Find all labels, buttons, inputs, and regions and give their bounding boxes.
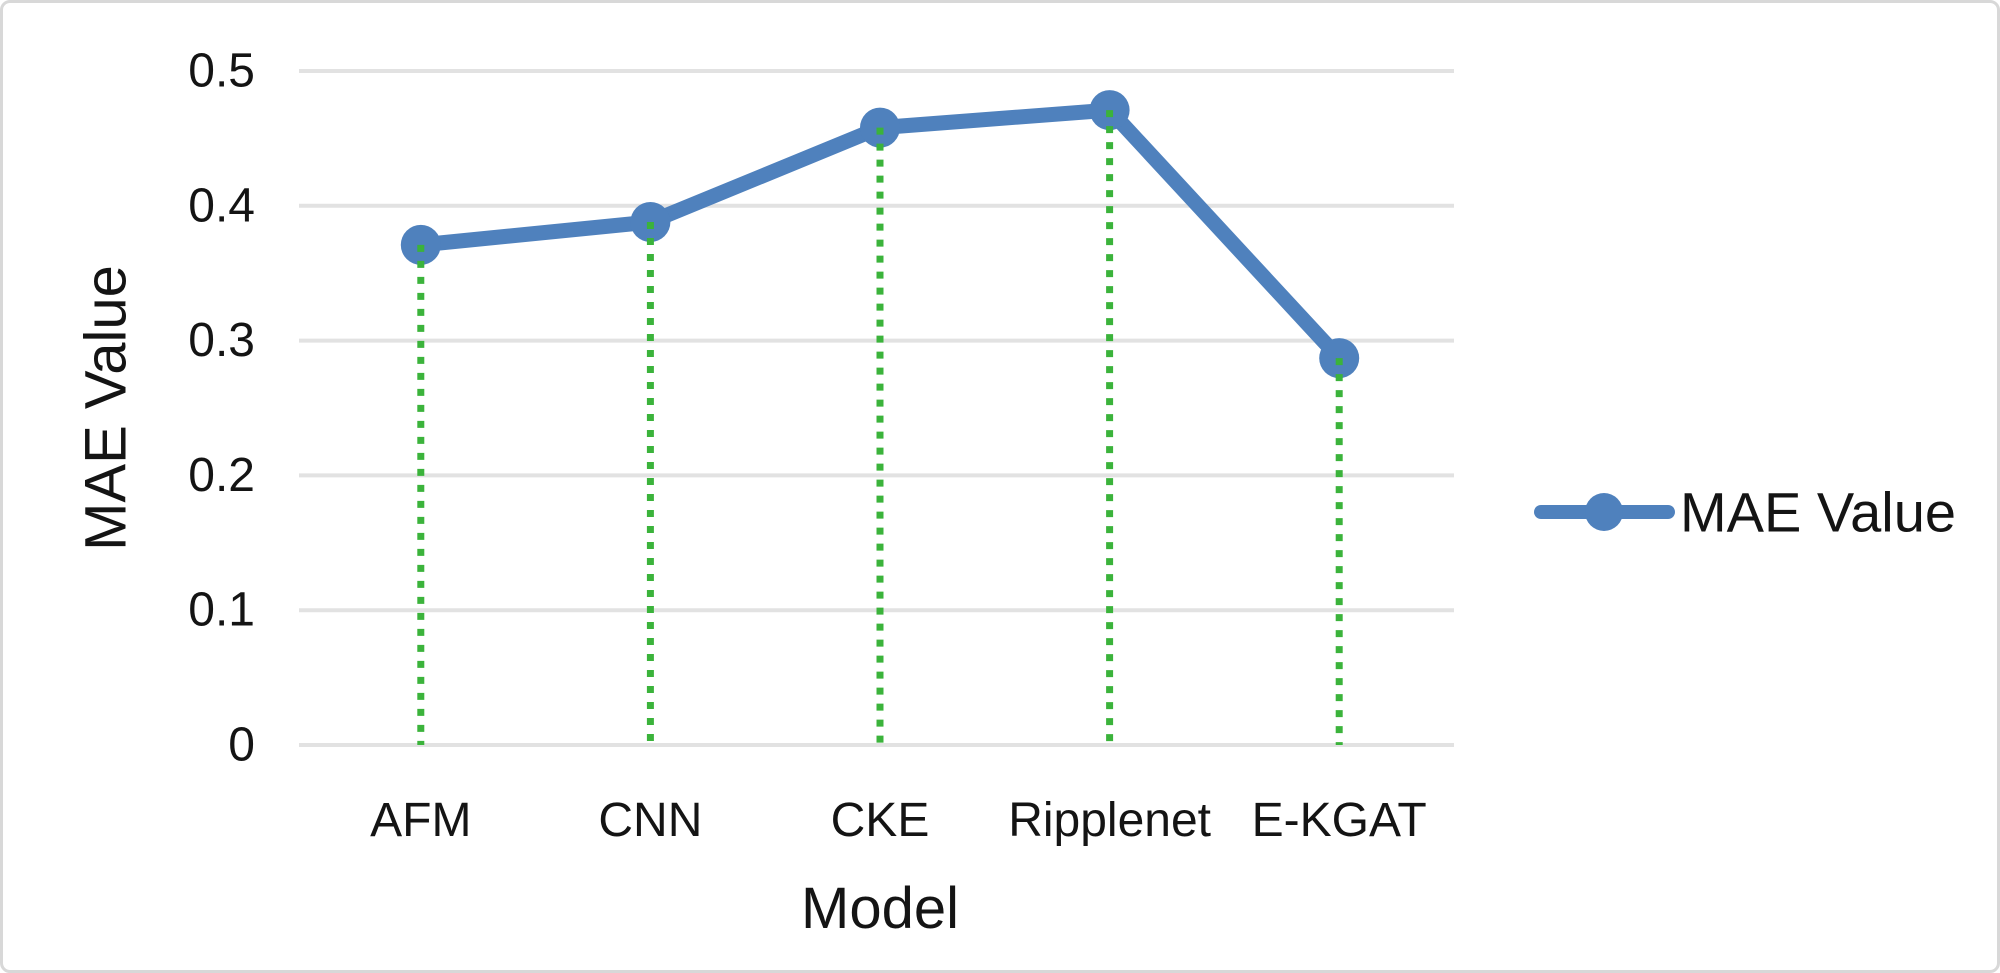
x-tick-label: CKE: [831, 794, 930, 847]
y-tick-label: 0.5: [188, 45, 255, 98]
y-tick-label: 0.1: [188, 584, 255, 637]
legend-label: MAE Value: [1680, 481, 1956, 544]
y-tick-label: 0.4: [188, 179, 255, 232]
legend: MAE Value: [1534, 481, 1956, 544]
y-tick-label: 0: [228, 719, 255, 772]
gridlines: [299, 69, 1454, 747]
y-axis-title: MAE Value: [74, 265, 139, 551]
x-tick-label: CNN: [598, 794, 702, 847]
x-tick-label: E-KGAT: [1252, 794, 1427, 847]
mae-line-chart: 0 0.1 0.2 0.3 0.4 0.5 AFM CNN CKE Ripplenet E-KGA…: [74, 45, 1956, 942]
drop-lines: [417, 110, 1343, 745]
y-axis-tick-labels: 0 0.1 0.2 0.3 0.4 0.5: [188, 45, 255, 772]
x-axis-title: Model: [801, 876, 959, 941]
y-tick-label: 0.2: [188, 449, 255, 502]
x-tick-label: AFM: [370, 794, 471, 847]
legend-marker-icon: [1585, 493, 1623, 531]
x-axis-tick-labels: AFM CNN CKE Ripplenet E-KGAT: [370, 794, 1427, 847]
x-tick-label: Ripplenet: [1008, 794, 1211, 847]
y-tick-label: 0.3: [188, 314, 255, 367]
